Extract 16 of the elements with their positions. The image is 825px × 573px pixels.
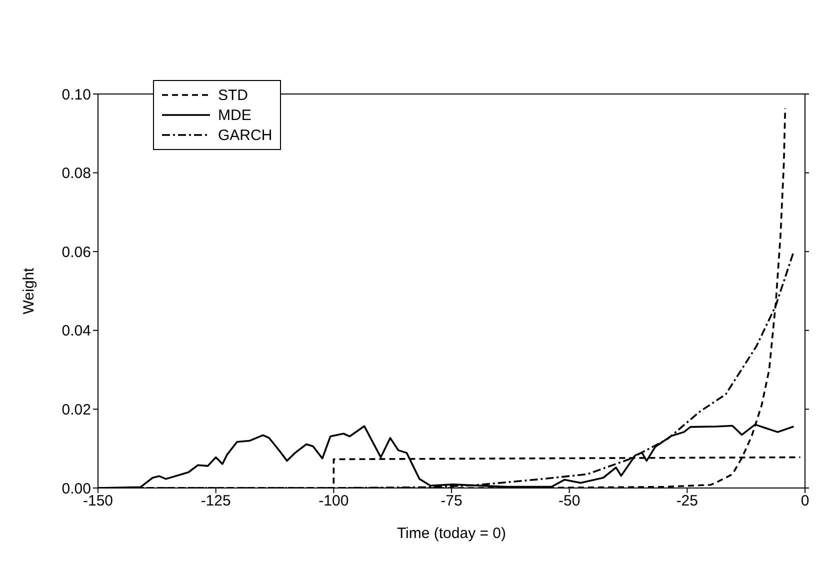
y-tick-label: 0.02 — [62, 402, 91, 419]
x-tick-label: -75 — [440, 492, 462, 510]
legend-label: MDE — [218, 106, 252, 124]
x-axis-title: Time (today = 0) — [396, 525, 506, 542]
y-tick-label: 0.10 — [62, 86, 91, 104]
y-axis-title: Weight — [20, 266, 38, 314]
y-tick-label: 0.06 — [62, 244, 91, 261]
x-tick-label: -25 — [676, 492, 698, 510]
x-tick-label: 0 — [800, 492, 810, 510]
x-tick-label: -50 — [558, 492, 580, 510]
x-tick-label: -125 — [200, 492, 231, 510]
y-tick-label: 0.04 — [62, 322, 91, 340]
legend-label: STD — [218, 86, 248, 104]
x-tick-label: -100 — [318, 492, 349, 510]
legend-label: GARCH — [218, 126, 272, 144]
y-tick-label: 0.08 — [62, 165, 91, 182]
